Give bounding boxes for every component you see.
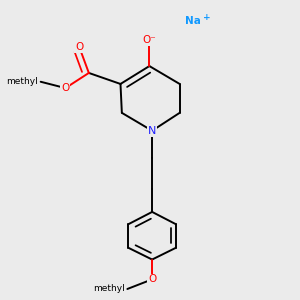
Text: O⁻: O⁻ (142, 35, 156, 45)
Text: N: N (148, 126, 156, 136)
Text: methyl: methyl (6, 77, 38, 86)
Text: +: + (203, 14, 211, 22)
Text: O: O (75, 42, 83, 52)
Text: O: O (61, 83, 70, 93)
Text: methyl: methyl (93, 284, 124, 293)
Text: O: O (148, 274, 156, 284)
Text: Na: Na (185, 16, 201, 26)
